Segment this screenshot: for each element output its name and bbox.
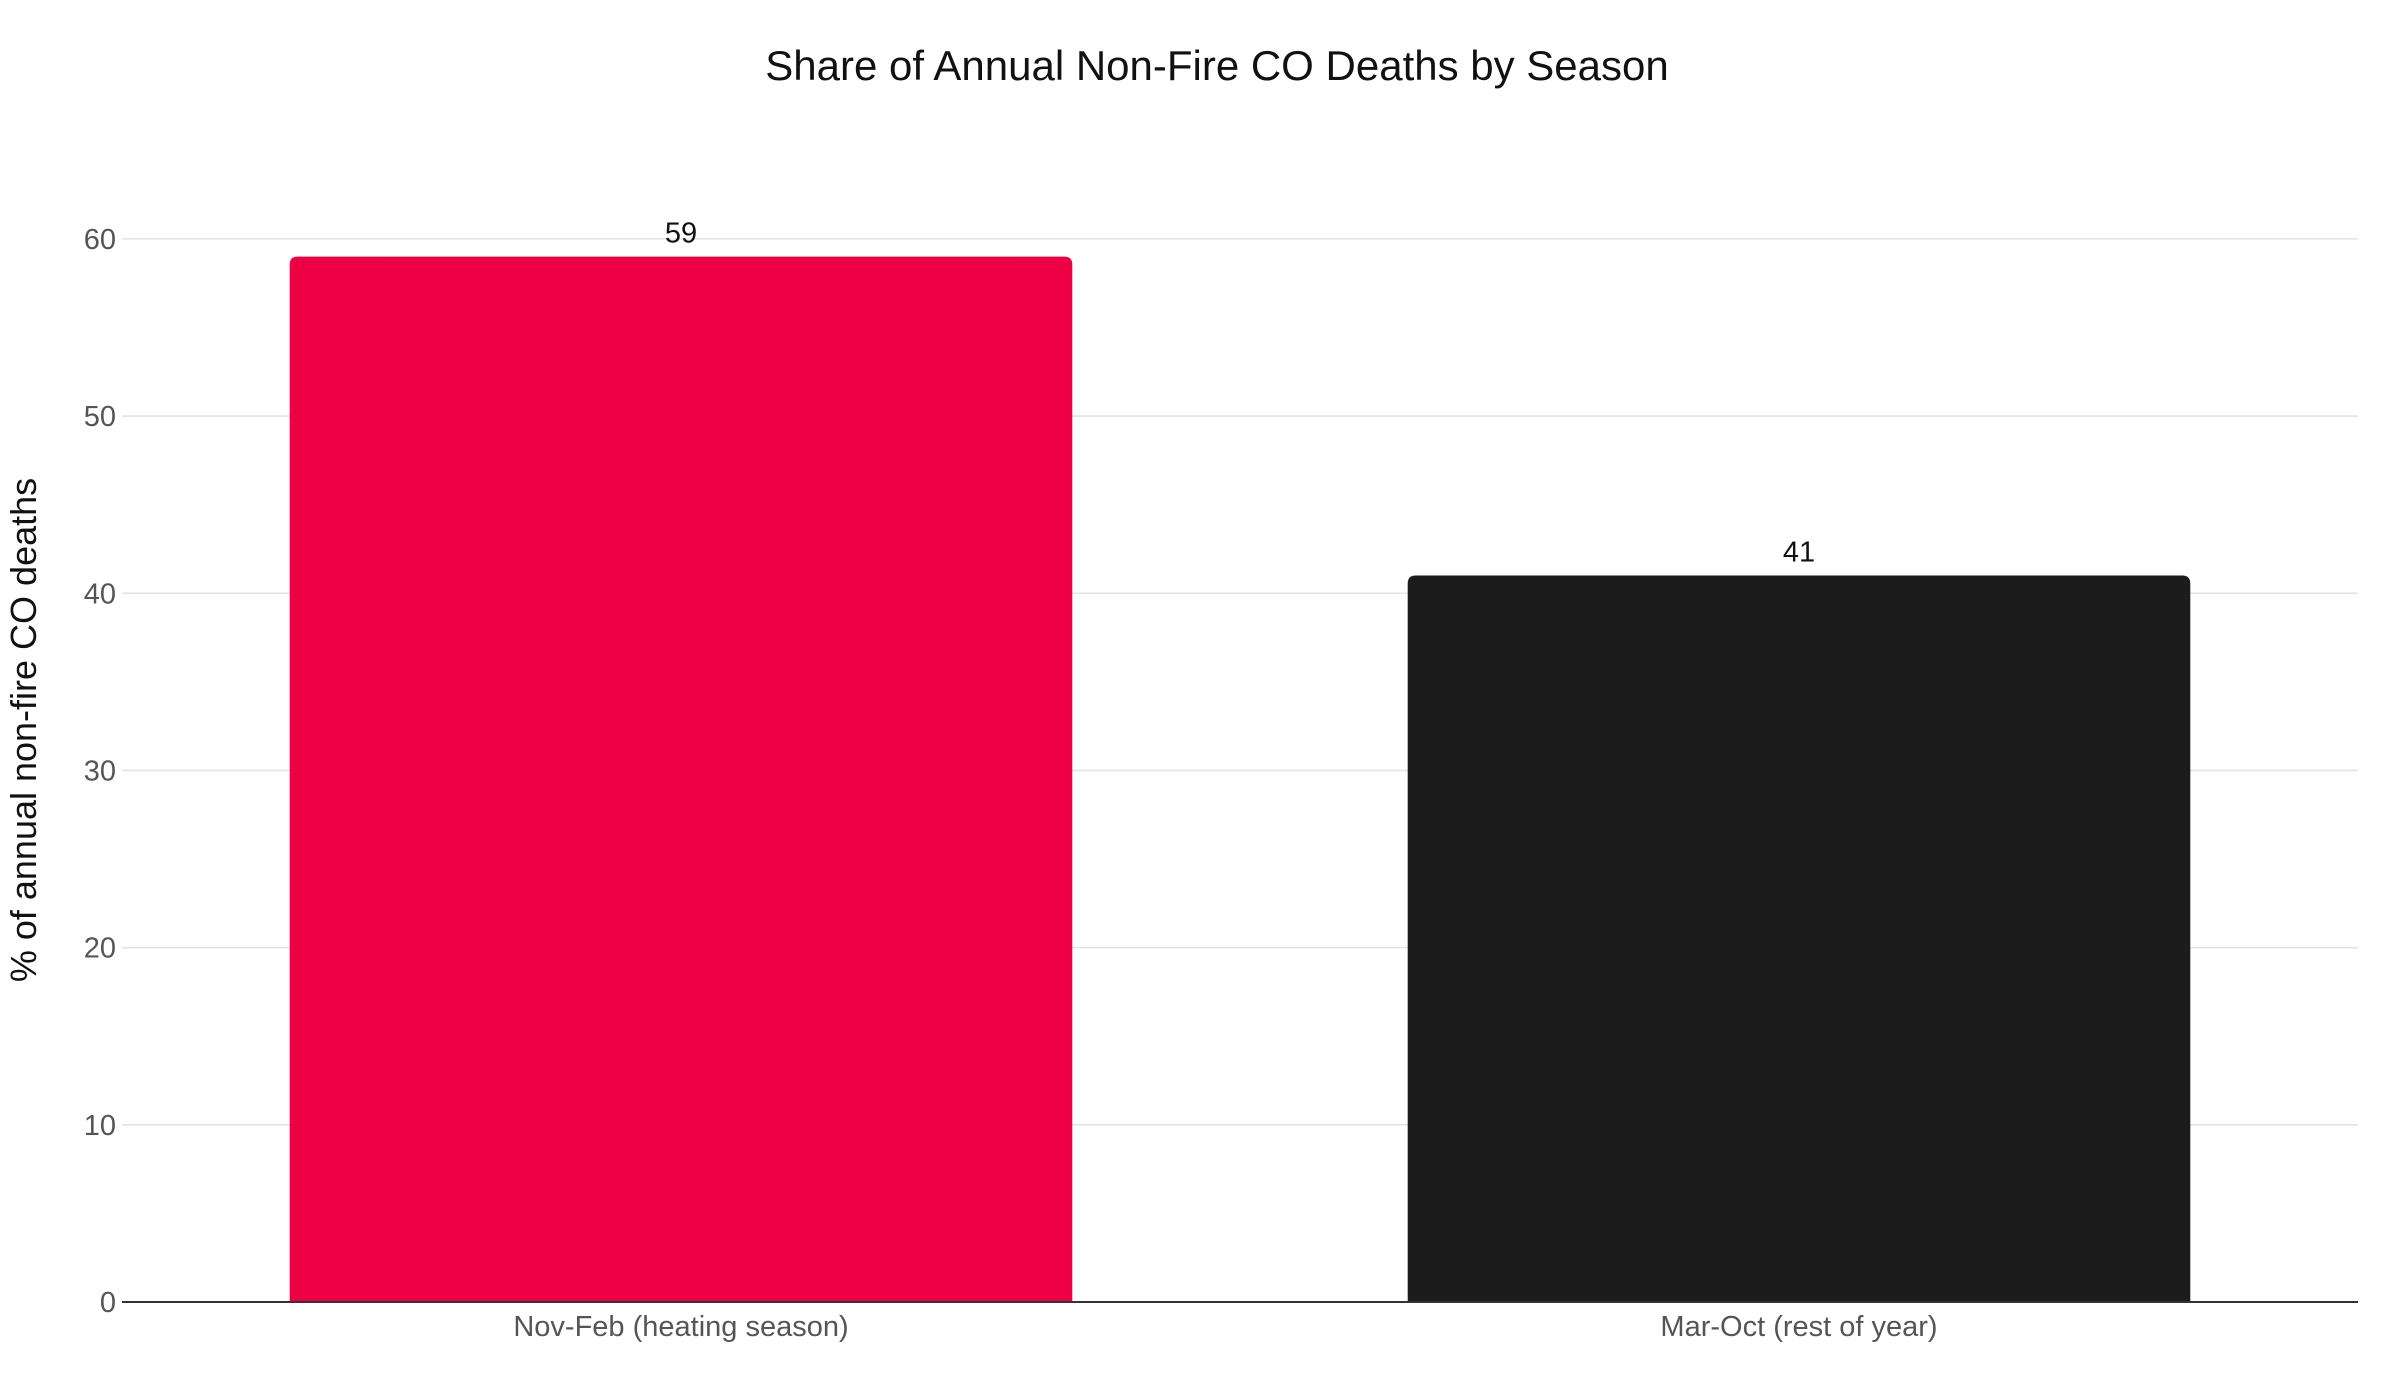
y-axis-title: % of annual non-fire CO deaths (3, 478, 44, 982)
y-tick-label: 0 (100, 1287, 116, 1319)
bar-value-label: 41 (1783, 537, 1815, 569)
y-tick-label: 20 (84, 933, 116, 965)
y-tick-label: 30 (84, 755, 116, 787)
bars (289, 256, 2191, 1302)
y-axis-ticks: 0 10 20 30 40 50 60 (84, 224, 116, 1319)
y-tick-label: 10 (84, 1110, 116, 1142)
x-category-label: Mar-Oct (rest of year) (1660, 1311, 1937, 1343)
y-tick-label: 50 (84, 401, 116, 433)
bar-value-label: 59 (665, 218, 697, 250)
y-tick-label: 60 (84, 224, 116, 256)
value-labels: 59 41 (665, 218, 1815, 569)
bar-1[interactable] (289, 256, 1073, 1302)
x-axis-categories: Nov-Feb (heating season) Mar-Oct (rest of… (513, 1311, 1937, 1343)
bar-2[interactable] (1407, 575, 2191, 1302)
x-category-label: Nov-Feb (heating season) (513, 1311, 848, 1343)
chart-title: Share of Annual Non-Fire CO Deaths by Se… (765, 42, 1669, 89)
y-tick-label: 40 (84, 578, 116, 610)
